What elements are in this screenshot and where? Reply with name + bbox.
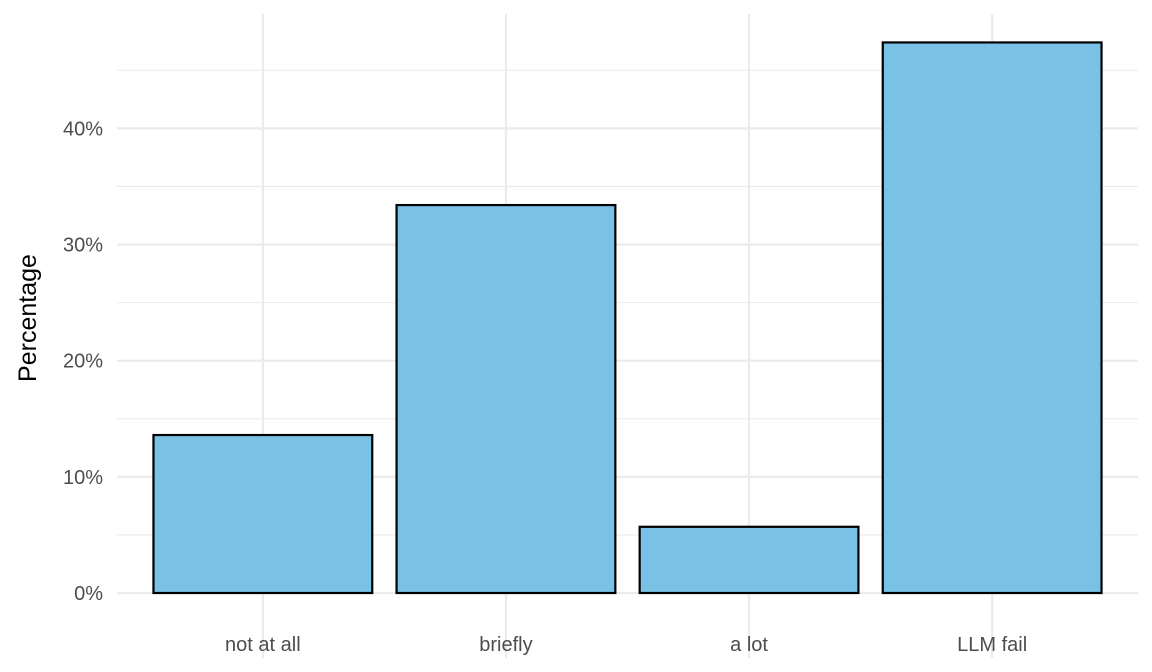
- y-axis-tick-labels: 0% 10% 20% 30% 40%: [63, 118, 103, 605]
- y-tick-label: 0%: [74, 583, 103, 605]
- x-axis-tick-labels: not at all briefly a lot LLM fail: [225, 634, 1027, 656]
- bar-llm-fail: [881, 41, 1103, 595]
- y-tick-label: 10%: [63, 467, 103, 489]
- x-tick-label: a lot: [730, 634, 768, 656]
- x-tick-label: LLM fail: [957, 634, 1027, 656]
- y-axis-title: Percentage: [14, 254, 42, 382]
- x-tick-label: not at all: [225, 634, 301, 656]
- y-tick-label: 40%: [63, 118, 103, 140]
- y-tick-label: 30%: [63, 235, 103, 257]
- bars: [152, 41, 1103, 595]
- y-tick-label: 20%: [63, 351, 103, 373]
- bar-not-at-all: [152, 433, 374, 595]
- bar-briefly: [395, 203, 617, 595]
- bar-a-lot: [638, 525, 860, 595]
- x-tick-label: briefly: [479, 634, 532, 656]
